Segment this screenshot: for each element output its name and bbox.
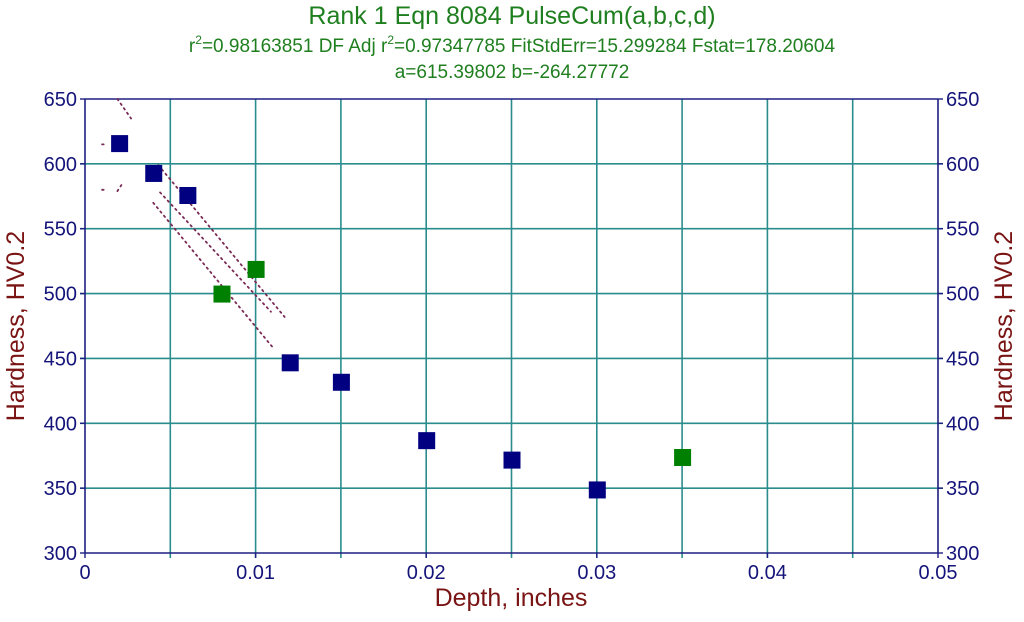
y-tick-label-left: 300 — [44, 543, 77, 565]
x-tick-label: 0.04 — [748, 562, 787, 584]
square-marker — [247, 260, 265, 278]
y-tick-label-right: 400 — [946, 413, 979, 435]
y-axis-label-right: Hardness, HV0.2 — [990, 231, 1018, 421]
square-marker — [179, 186, 197, 204]
x-axis-label: Depth, inches — [435, 584, 588, 612]
r2-label: r — [188, 36, 196, 57]
y-tick-label-left: 600 — [44, 154, 77, 176]
x-tick-label: 0.01 — [236, 562, 275, 584]
y-tick-label-right: 550 — [946, 219, 979, 241]
upper-band-top-line — [116, 98, 132, 120]
y-tick-label-left: 500 — [44, 284, 77, 306]
square-marker — [503, 451, 521, 469]
y-tick-label-right: 450 — [946, 348, 979, 370]
square-marker — [213, 285, 231, 303]
square-marker — [674, 449, 692, 467]
fragment-c-line — [116, 182, 124, 192]
grid-lines — [80, 99, 943, 558]
data-points — [111, 135, 692, 499]
square-marker — [588, 481, 606, 499]
axes — [80, 98, 943, 558]
r2-value: =0.98163851 DF Adj r — [201, 36, 388, 57]
adj-r2-exponent: 2 — [387, 33, 395, 47]
square-marker — [281, 354, 299, 372]
y-tick-label-left: 650 — [44, 89, 77, 111]
y-tick-label-left: 400 — [44, 413, 77, 435]
r2-exponent: 2 — [195, 33, 202, 47]
square-marker — [418, 432, 436, 450]
x-tick-label: 0 — [79, 562, 90, 584]
y-tick-label-right: 500 — [946, 284, 979, 306]
y-axis-label-left: Hardness, HV0.2 — [2, 231, 30, 421]
y-tick-label-right: 300 — [946, 543, 979, 565]
y-tick-label-left: 450 — [44, 348, 77, 370]
fit-statistics: r2=0.98163851 DF Adj r2=0.97347785 FitSt… — [0, 33, 1024, 58]
y-tick-label-right: 600 — [946, 154, 979, 176]
square-marker — [111, 135, 129, 153]
fit-parameters: a=615.39802 b=-264.27772 — [394, 62, 630, 83]
fit-line — [159, 191, 272, 313]
square-marker — [145, 164, 163, 182]
y-tick-label-left: 550 — [44, 219, 77, 241]
x-tick-label: 0.05 — [919, 562, 958, 584]
y-tick-label-right: 350 — [946, 478, 979, 500]
y-tick-label-left: 350 — [44, 478, 77, 500]
fit-stats-rest: =0.97347785 FitStdErr=15.299284 Fstat=17… — [394, 36, 836, 57]
x-tick-label: 0.02 — [407, 562, 446, 584]
y-tick-label-right: 650 — [946, 89, 979, 111]
lower-band-line — [152, 201, 276, 351]
fit-curves — [101, 98, 286, 351]
square-marker — [332, 373, 350, 391]
chart-title: Rank 1 Eqn 8084 PulseCum(a,b,c,d) — [308, 2, 716, 30]
x-tick-label: 0.03 — [577, 562, 616, 584]
